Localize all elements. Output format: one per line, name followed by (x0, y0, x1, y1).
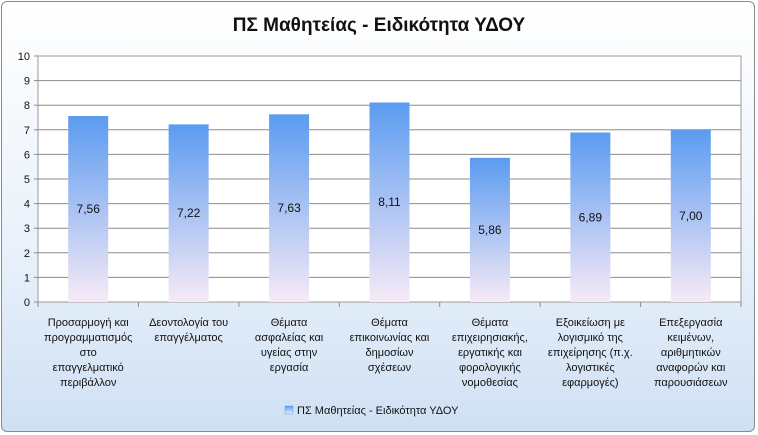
y-tick-label: 5 (24, 174, 30, 186)
x-axis-ticks (37, 302, 742, 307)
category-label: Δεοντολογία του επαγγέλματος (149, 317, 228, 344)
bar (68, 116, 109, 302)
data-label: 7,56 (77, 202, 101, 216)
category-label: Θέματα ασφαλείας και υγείας στην εργασία (255, 317, 324, 374)
legend: ΠΣ Μαθητείας - Ειδικότητα ΥΔΟΥ (284, 405, 459, 417)
category-label: Θέματα επικοινωνίας και δημοσίων σχέσεων (350, 317, 430, 374)
y-tick-label: 2 (24, 248, 30, 260)
data-label: 6,89 (579, 210, 603, 224)
bar (269, 114, 310, 302)
y-tick-label: 1 (24, 272, 30, 284)
data-label: 7,63 (277, 201, 301, 215)
bar (369, 102, 410, 302)
y-tick-label: 0 (24, 297, 30, 309)
data-label: 5,86 (478, 223, 502, 237)
category-label: Επεξεργασία κειμένων, αριθμητικών αναφορών … (654, 317, 728, 389)
data-label: 7,22 (177, 206, 201, 220)
y-tick-label: 8 (24, 100, 30, 112)
legend-label: ΠΣ Μαθητείας - Ειδικότητα ΥΔΟΥ (297, 405, 459, 417)
bars (68, 102, 711, 302)
y-tick-label: 9 (24, 76, 30, 88)
chart-title: ΠΣ Μαθητείας - Ειδικότητα ΥΔΟΥ (233, 15, 526, 36)
data-label: 7,00 (679, 209, 703, 223)
category-label: Εξοικείωση με λογισμικό της επιχείρησης (π… (548, 317, 633, 389)
category-label: Προσαρμογή και προγραμματισμός στο επαγγελμ… (44, 317, 132, 389)
data-label: 8,11 (378, 195, 401, 209)
y-tick-label: 10 (18, 51, 30, 63)
category-labels: Προσαρμογή και προγραμματισμός στο επαγγελμ… (44, 317, 728, 389)
y-tick-label: 4 (24, 199, 30, 211)
legend-swatch (284, 405, 294, 415)
bar (469, 157, 510, 302)
y-tick-label: 3 (24, 223, 30, 235)
y-tick-label: 7 (24, 125, 30, 137)
bar (168, 124, 209, 302)
y-tick-label: 6 (24, 149, 30, 161)
bar (570, 132, 611, 302)
bar (670, 129, 711, 302)
value-labels: 7,56 7,22 7,63 8,11 5,86 6,89 7,00 (77, 195, 703, 237)
y-axis-ticks: 0 1 2 3 4 5 6 7 8 9 10 (18, 51, 38, 309)
category-label: Θέματα επιχειρησιακής, εργατικής και φορολο… (452, 317, 528, 389)
